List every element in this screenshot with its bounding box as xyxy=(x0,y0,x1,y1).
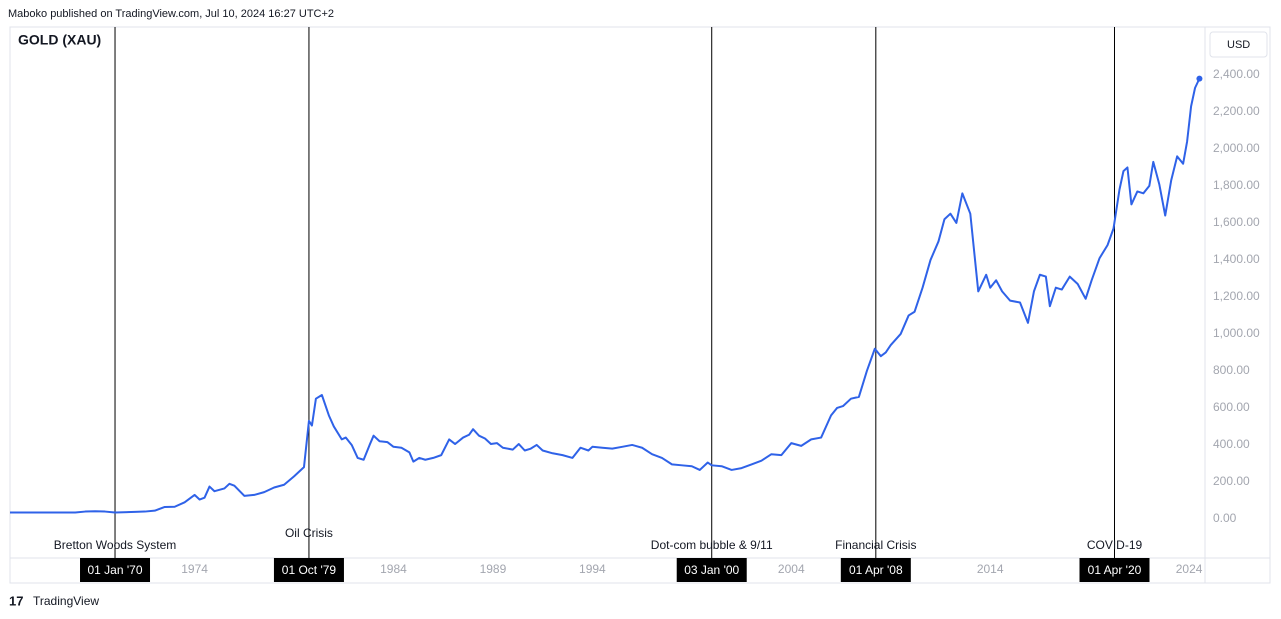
event-annotation: COVID-19 xyxy=(1087,538,1143,552)
x-tick-label: 1984 xyxy=(380,562,407,576)
event-date-box xyxy=(1079,558,1150,582)
x-tick-label: 1989 xyxy=(480,562,507,576)
event-date-label: 01 Jan '70 xyxy=(88,563,143,577)
x-tick-label: 2024 xyxy=(1176,562,1203,576)
event-date-label: 01 Apr '20 xyxy=(1088,563,1142,577)
event-date-box xyxy=(676,558,747,582)
event-date-box xyxy=(273,558,344,582)
y-tick-label: 2,400.00 xyxy=(1213,67,1260,81)
y-tick-label: 2,000.00 xyxy=(1213,141,1260,155)
price-line xyxy=(10,78,1201,514)
y-tick-label: 1,200.00 xyxy=(1213,289,1260,303)
y-tick-label: 1,800.00 xyxy=(1213,178,1260,192)
y-tick-label: 600.00 xyxy=(1213,400,1250,414)
currency-box[interactable] xyxy=(1209,31,1268,58)
y-tick-label: 1,600.00 xyxy=(1213,215,1260,229)
event-date-label: 01 Oct '79 xyxy=(282,563,337,577)
x-tick-label: 2014 xyxy=(977,562,1004,576)
brand: TradingView xyxy=(33,594,99,608)
x-tick-label: 1994 xyxy=(579,562,606,576)
event-annotation: Oil Crisis xyxy=(285,526,333,540)
event-annotation: Dot-com bubble & 9/11 xyxy=(651,538,773,552)
y-tick-label: 2,200.00 xyxy=(1213,104,1260,118)
chart-title: GOLD (XAU) xyxy=(18,32,101,48)
publisher-note: Maboko published on TradingView.com, Jul… xyxy=(8,8,334,20)
y-tick-label: 800.00 xyxy=(1213,363,1250,377)
y-tick-label: 400.00 xyxy=(1213,437,1250,451)
x-tick-label: 2004 xyxy=(778,562,805,576)
chart-frame xyxy=(9,26,1271,584)
event-date-box xyxy=(840,558,911,582)
y-tick-label: 0.00 xyxy=(1213,511,1237,525)
x-tick-label: 1974 xyxy=(181,562,208,576)
y-tick-label: 1,000.00 xyxy=(1213,326,1260,340)
event-annotation: Bretton Woods System xyxy=(54,538,177,552)
y-tick-label: 200.00 xyxy=(1213,474,1250,488)
event-date-label: 03 Jan '00 xyxy=(684,563,739,577)
currency[interactable]: USD xyxy=(1227,39,1250,51)
event-date-box xyxy=(80,558,151,582)
logo-mark: 17 xyxy=(9,593,23,608)
y-tick-label: 1,400.00 xyxy=(1213,252,1260,266)
event-date-label: 01 Apr '08 xyxy=(849,563,903,577)
event-annotation: Financial Crisis xyxy=(835,538,916,552)
last-price-dot xyxy=(1196,75,1203,82)
logo: 17 TradingView xyxy=(9,593,99,608)
